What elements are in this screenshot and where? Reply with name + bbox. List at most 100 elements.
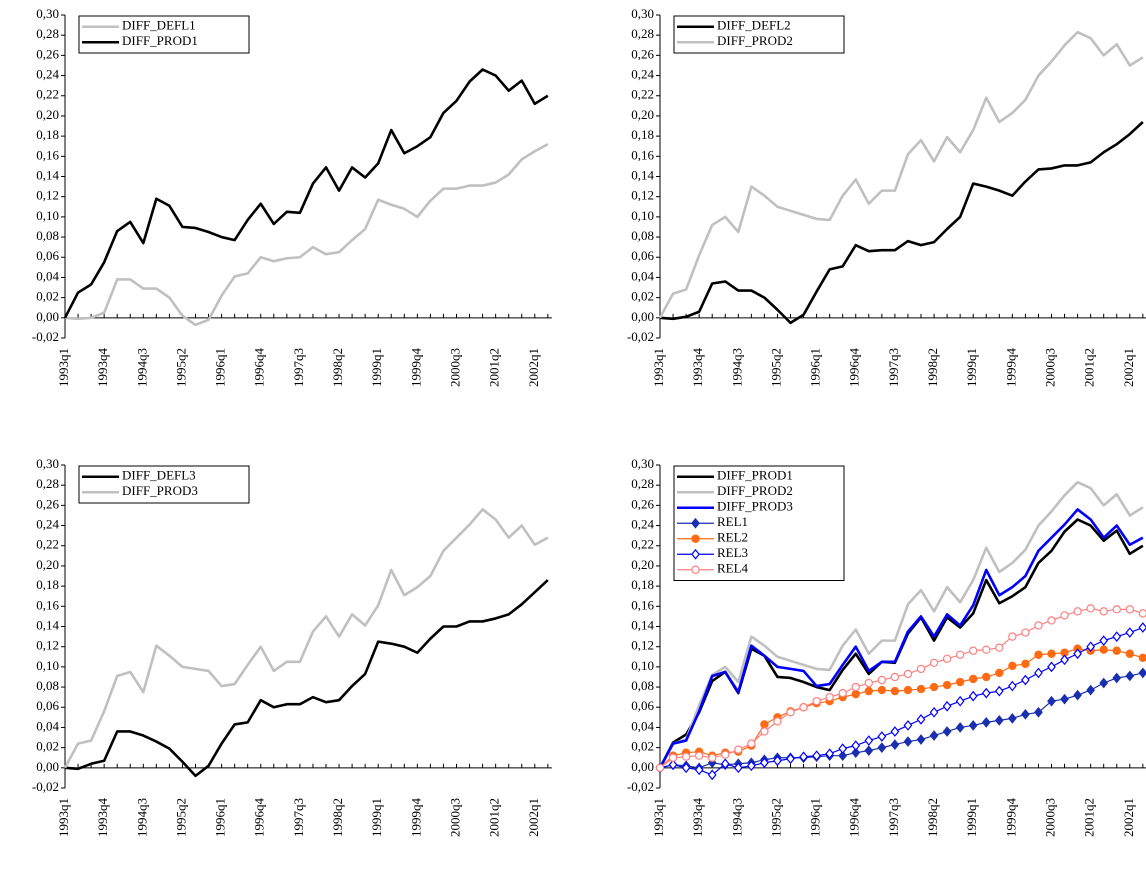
- x-tick-label: 1996q1: [808, 798, 823, 837]
- y-tick-label: 0,18: [36, 127, 59, 142]
- marker: [890, 686, 900, 696]
- y-tick-label: 0,24: [631, 517, 654, 532]
- x-tick-label: 2000q3: [447, 348, 462, 387]
- marker: [1099, 645, 1108, 654]
- y-tick-label: 0,14: [36, 167, 59, 182]
- y-tick-label: 0,06: [36, 248, 59, 263]
- marker: [1073, 607, 1082, 616]
- marker: [877, 685, 887, 695]
- marker: [890, 739, 900, 750]
- marker: [994, 715, 1004, 726]
- legend-marker: [691, 548, 700, 560]
- y-tick-label: 0,06: [631, 248, 654, 263]
- marker: [655, 763, 665, 773]
- legend-box: [78, 465, 250, 504]
- marker: [1047, 695, 1056, 707]
- legend-label: DIFF_DEFL2: [717, 18, 791, 33]
- marker: [681, 762, 691, 774]
- marker: [864, 735, 874, 746]
- y-tick-label: 0,08: [631, 678, 654, 693]
- panel: -0,02 0,00 0,02 0,04 0,06 0,08 0,10 0,12 0,14 0,1…: [32, 6, 552, 387]
- legend-marker: [691, 565, 700, 574]
- legend-label: REL1: [717, 514, 748, 529]
- x-tick-label: 1993q1: [56, 348, 71, 387]
- series-line: [63, 508, 549, 769]
- marker: [1073, 689, 1082, 701]
- marker: [1021, 708, 1030, 720]
- x-tick-label: 2002q1: [526, 798, 541, 837]
- y-tick-label: 0,02: [631, 289, 654, 304]
- marker: [1007, 713, 1017, 724]
- marker: [969, 646, 978, 655]
- y-tick-label: 0,20: [631, 557, 654, 572]
- x-tick-label: 1993q4: [690, 348, 705, 388]
- marker: [838, 750, 848, 762]
- x-tick-label: 2002q1: [526, 348, 541, 387]
- marker: [668, 759, 678, 771]
- marker: [760, 720, 769, 729]
- marker: [877, 742, 887, 753]
- panel: -0,02 0,00 0,02 0,04 0,06 0,08 0,10 0,12 0,14 0,1…: [627, 6, 1146, 387]
- series-line: [64, 579, 549, 778]
- y-tick-label: 0,04: [36, 268, 59, 283]
- x-tick-label: 1999q4: [408, 798, 423, 838]
- y-tick-label: 0,30: [36, 456, 59, 471]
- marker: [981, 717, 991, 728]
- marker: [903, 669, 913, 679]
- y-tick-label: 0,24: [631, 67, 654, 82]
- x-tick-label: 2000q3: [447, 798, 462, 837]
- x-tick-label: 1999q1: [369, 348, 384, 387]
- marker: [890, 672, 900, 682]
- marker: [1047, 649, 1056, 658]
- y-tick-label: -0,02: [32, 779, 59, 794]
- y-tick-label: 0,10: [631, 208, 654, 223]
- x-tick-label: 1993q1: [651, 798, 666, 837]
- y-tick-label: 0,06: [36, 698, 59, 713]
- marker: [955, 650, 965, 659]
- marker: [760, 757, 769, 769]
- x-tick-label: 1993q1: [56, 798, 71, 837]
- y-tick-label: 0,28: [36, 26, 59, 41]
- marker: [1138, 667, 1146, 679]
- y-tick-label: 0,00: [36, 759, 59, 774]
- marker: [1060, 654, 1069, 666]
- x-tick-label: 1999q1: [369, 798, 384, 837]
- legend-box: [673, 15, 845, 54]
- marker: [1034, 650, 1043, 659]
- marker: [1021, 628, 1030, 637]
- x-tick-label: 1994q3: [134, 798, 149, 837]
- y-tick-label: 0,24: [36, 67, 59, 82]
- y-tick-label: 0,18: [631, 127, 654, 142]
- marker: [942, 726, 952, 737]
- marker: [968, 720, 978, 731]
- marker: [799, 751, 808, 763]
- x-tick-label: 1995q2: [173, 798, 188, 837]
- marker: [1112, 631, 1122, 642]
- y-tick-label: 0,00: [36, 309, 59, 324]
- marker: [694, 764, 704, 776]
- y-tick-label: 0,00: [631, 309, 654, 324]
- y-tick-label: 0,30: [36, 6, 59, 21]
- marker: [955, 722, 965, 733]
- marker: [786, 753, 795, 765]
- series-line: [659, 648, 1144, 769]
- marker: [929, 706, 939, 718]
- marker: [903, 685, 913, 695]
- marker: [864, 686, 874, 696]
- x-tick-label: 1996q4: [847, 348, 862, 388]
- marker: [877, 675, 887, 685]
- marker: [747, 739, 756, 748]
- marker: [1138, 609, 1146, 618]
- marker: [1086, 684, 1096, 696]
- x-tick-label: 2000q3: [1042, 348, 1057, 387]
- marker: [916, 684, 926, 694]
- marker: [929, 730, 939, 741]
- marker: [968, 690, 978, 702]
- y-tick-label: -0,02: [627, 329, 654, 344]
- marker: [1099, 635, 1109, 646]
- marker: [995, 643, 1004, 652]
- legend-label: DIFF_PROD3: [717, 499, 793, 514]
- x-tick-label: 2001q2: [487, 348, 502, 387]
- y-tick-label: 0,22: [36, 537, 59, 552]
- y-tick-label: 0,28: [631, 26, 654, 41]
